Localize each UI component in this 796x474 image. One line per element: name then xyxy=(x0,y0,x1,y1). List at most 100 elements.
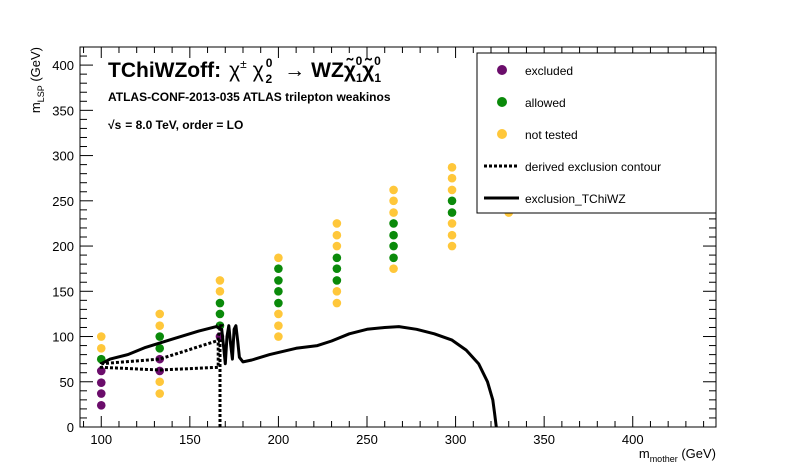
point-not-tested xyxy=(447,219,457,228)
legend-marker-excluded xyxy=(497,65,507,75)
point-allowed xyxy=(389,230,398,240)
y-tick-label: 300 xyxy=(52,149,74,164)
title-sup0: 0 xyxy=(266,56,273,70)
x-tick-label: 150 xyxy=(179,432,201,447)
x-tick-label: 350 xyxy=(533,432,555,447)
y-tick-label: 0 xyxy=(67,420,74,435)
point-not-tested xyxy=(447,241,457,251)
point-not-tested xyxy=(274,332,283,341)
point-not-tested xyxy=(389,196,398,206)
point-excluded xyxy=(96,366,106,376)
legend-label-exclusion: exclusion_TChiWZ xyxy=(525,192,626,206)
point-not-tested xyxy=(332,219,342,228)
title-arrow: → xyxy=(284,59,305,82)
sqrt-s: √s xyxy=(108,118,122,132)
x-tick-label: 200 xyxy=(268,432,290,447)
title-sup0a: 0 xyxy=(356,54,363,68)
x-axis-title: mmother (GeV) xyxy=(639,446,716,464)
point-allowed xyxy=(155,332,165,341)
point-not-tested xyxy=(155,309,165,319)
point-not-tested xyxy=(155,377,165,387)
point-excluded xyxy=(96,400,106,410)
legend-label-not-tested: not tested xyxy=(525,128,578,142)
legend-label-derived: derived exclusion contour xyxy=(525,160,661,174)
point-not-tested xyxy=(332,298,342,308)
legend: excluded allowed not tested derived excl… xyxy=(476,52,717,214)
point-not-tested xyxy=(96,332,106,341)
title-chi1a: χ̃ xyxy=(344,58,356,82)
energy-rest: = 8.0 TeV, order = LO xyxy=(125,118,243,132)
energy-label: √s = 8.0 TeV, order = LO xyxy=(108,118,243,132)
point-not-tested xyxy=(215,276,225,285)
point-allowed xyxy=(389,219,398,228)
point-not-tested xyxy=(155,321,165,330)
y-axis-unit: (GeV) xyxy=(28,47,43,85)
point-not-tested xyxy=(447,185,457,195)
x-axis-unit: (GeV) xyxy=(678,446,716,461)
x-tick-label: 400 xyxy=(622,432,644,447)
point-not-tested xyxy=(389,264,398,273)
point-allowed xyxy=(332,264,342,273)
point-allowed xyxy=(447,208,457,217)
y-tick-label: 350 xyxy=(52,103,74,118)
point-allowed xyxy=(447,196,457,206)
point-allowed xyxy=(274,276,283,285)
point-not-tested xyxy=(389,185,398,195)
x-tick-label: 250 xyxy=(356,432,378,447)
title-chi1b: χ̃ xyxy=(362,58,374,82)
contour-lines xyxy=(99,324,498,428)
legend-marker-not-tested xyxy=(497,129,507,139)
point-not-tested xyxy=(215,286,225,296)
title-wz: WZ xyxy=(311,59,344,82)
point-not-tested xyxy=(447,173,457,183)
derived-exclusion-contour xyxy=(99,324,225,427)
point-not-tested xyxy=(274,321,283,330)
y-axis-title: mLSP (GeV) xyxy=(28,47,46,113)
point-not-tested xyxy=(447,163,457,172)
x-axis-sub: mother xyxy=(650,454,678,464)
point-allowed xyxy=(274,286,283,296)
legend-box xyxy=(476,52,717,214)
point-allowed xyxy=(215,309,225,319)
point-not-tested xyxy=(155,389,165,398)
axis-tick-labels: 100 150 200 250 300 350 400 0 50 100 150 200 250 300 3… xyxy=(52,58,643,447)
x-axis-main: m xyxy=(639,446,650,461)
data-points xyxy=(96,163,514,410)
legend-marker-allowed xyxy=(497,97,507,107)
point-not-tested xyxy=(332,230,342,240)
point-not-tested xyxy=(389,208,398,217)
y-tick-label: 150 xyxy=(52,284,74,299)
point-allowed xyxy=(389,241,398,251)
title-sub2: 2 xyxy=(265,72,272,86)
point-allowed xyxy=(155,343,165,353)
title-chi-pm: χ xyxy=(229,59,240,82)
point-allowed xyxy=(332,276,342,285)
title-sub1b: 1 xyxy=(374,71,381,85)
title-sup0b: 0 xyxy=(374,54,381,68)
point-excluded xyxy=(96,378,106,387)
title-name: TChiWZoff: xyxy=(108,59,221,82)
point-allowed xyxy=(274,298,283,308)
point-not-tested xyxy=(332,286,342,296)
point-allowed xyxy=(332,253,342,263)
point-not-tested xyxy=(96,343,106,353)
chart-title: TChiWZoff: χ± χ 0 2 → WZχ̃10χ̃10 xyxy=(108,54,381,86)
y-tick-label: 250 xyxy=(52,194,74,209)
y-tick-label: 50 xyxy=(60,375,74,390)
exclusion-tchiwz-line xyxy=(100,324,498,428)
point-not-tested xyxy=(274,309,283,319)
x-tick-label: 100 xyxy=(90,432,112,447)
legend-label-allowed: allowed xyxy=(525,96,566,110)
point-allowed xyxy=(215,298,225,308)
legend-label-excluded: excluded xyxy=(525,64,573,78)
y-tick-label: 200 xyxy=(52,239,74,254)
y-tick-label: 400 xyxy=(52,58,74,73)
chart-subtitle: ATLAS-CONF-2013-035 ATLAS trilepton weak… xyxy=(108,90,391,104)
point-allowed xyxy=(389,253,398,263)
title-pm: ± xyxy=(240,57,247,71)
point-allowed xyxy=(274,264,283,273)
y-axis-sub: LSP xyxy=(36,85,46,102)
y-tick-label: 100 xyxy=(52,330,74,345)
y-axis-main: m xyxy=(28,102,43,113)
